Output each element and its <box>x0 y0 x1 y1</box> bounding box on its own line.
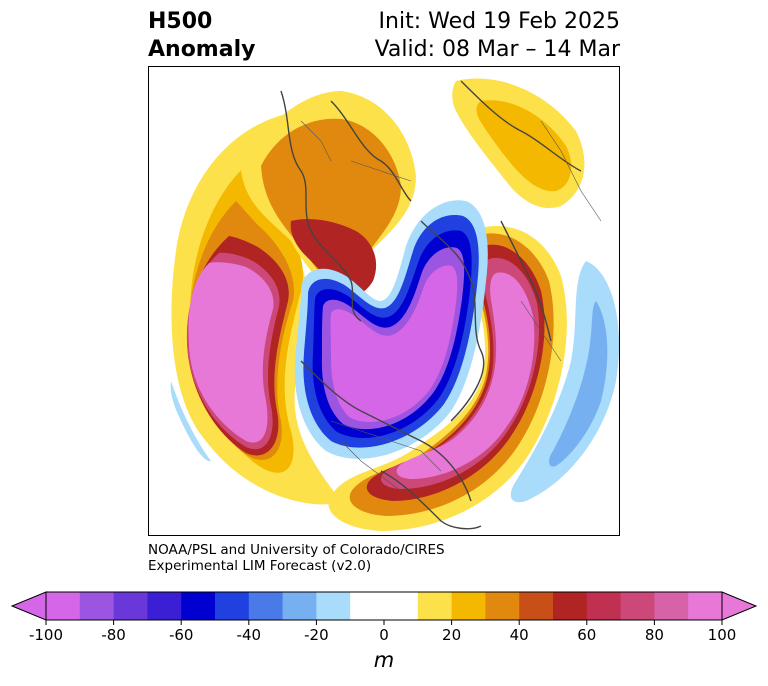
colorbar-tick-label: -100 <box>28 626 64 644</box>
credit-line-2: Experimental LIM Forecast (v2.0) <box>148 558 372 574</box>
colorbar-tick-label: 0 <box>379 626 389 644</box>
colorbar-cell <box>282 592 317 620</box>
negative-anomaly-east-atlantic <box>510 261 619 503</box>
colorbar-cell <box>620 592 655 620</box>
colorbar-cell <box>79 592 115 620</box>
title-line-1: H500 <box>148 9 213 34</box>
colorbar-tick-label: 80 <box>644 626 664 644</box>
forecast-dates: Init: Wed 19 Feb 2025 Valid: 08 Mar – 14… <box>375 8 620 64</box>
colorbar-max-extension <box>721 591 758 621</box>
colorbar-cell <box>586 592 622 620</box>
colorbar-cell <box>113 592 148 620</box>
map-title: H500 Anomaly <box>148 8 255 64</box>
colorbar-tick-label: 40 <box>509 626 529 644</box>
colorbar-cell <box>46 592 81 620</box>
colorbar-tick-label: 100 <box>707 626 737 644</box>
colorbar-tick-label: 20 <box>442 626 462 644</box>
colorbar-cell <box>688 592 723 620</box>
colorbar-cell <box>350 592 385 620</box>
colorbar <box>10 591 758 625</box>
colorbar-cell <box>181 592 216 620</box>
colorbar-cell <box>519 592 554 620</box>
title-line-2: Anomaly <box>148 37 256 62</box>
negative-anomaly-arctic <box>294 200 488 459</box>
colorbar-cell <box>485 592 520 620</box>
colorbar-cell <box>384 592 419 620</box>
colorbar-tick-label: -80 <box>101 626 126 644</box>
positive-anomaly-europe-atlantic <box>328 226 567 531</box>
colorbar-tick-label: 60 <box>577 626 597 644</box>
colorbar-cell <box>215 592 250 620</box>
credit-line-1: NOAA/PSL and University of Colorado/CIRE… <box>148 542 445 558</box>
coastlines <box>280 80 582 530</box>
colorbar-tick-label: -20 <box>304 626 329 644</box>
colorbar-cell <box>451 592 486 620</box>
colorbar-cell <box>147 592 182 620</box>
valid-range: Valid: 08 Mar – 14 Mar <box>374 37 620 62</box>
positive-anomaly-siberia <box>452 78 585 209</box>
positive-anomaly-north-pacific <box>171 111 341 505</box>
colorbar-min-extension <box>10 591 47 621</box>
colorbar-cell <box>553 592 588 620</box>
anomaly-map <box>170 78 619 531</box>
colorbar-cell <box>417 592 453 620</box>
init-date: Init: Wed 19 Feb 2025 <box>378 9 620 34</box>
map-frame <box>148 66 620 536</box>
colorbar-cell <box>654 592 689 620</box>
colorbar-tick-label: -40 <box>236 626 262 644</box>
colorbar-cell <box>248 592 284 620</box>
credit: NOAA/PSL and University of Colorado/CIRE… <box>148 542 445 574</box>
political-borders <box>300 120 602 492</box>
colorbar-cell <box>316 592 351 620</box>
colorbar-tick-label: -60 <box>168 626 194 644</box>
colorbar-units: m <box>373 648 395 672</box>
